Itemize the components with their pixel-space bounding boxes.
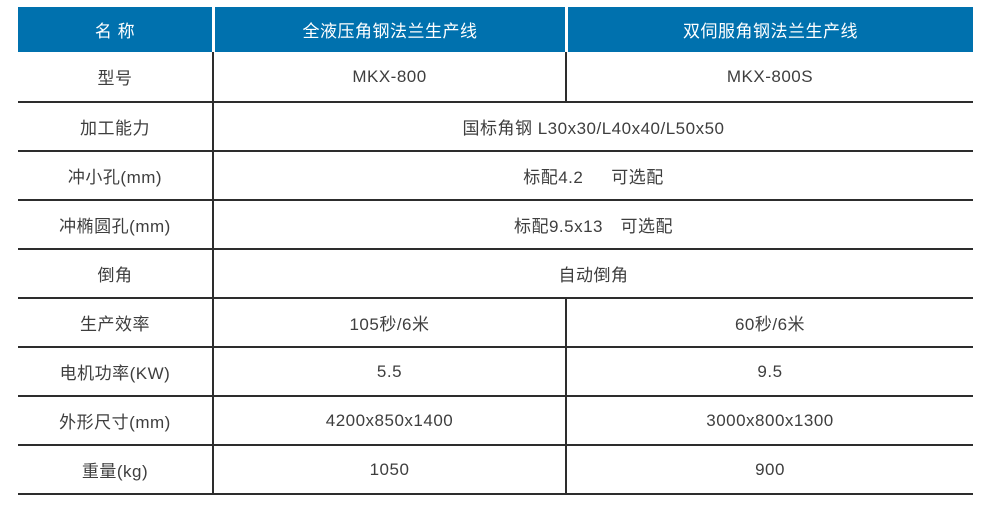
table-row-motor-power: 电机功率(KW) 5.5 9.5 [18,346,973,395]
table-row-chamfer: 倒角 自动倒角 [18,248,973,297]
table-row-dimensions: 外形尺寸(mm) 4200x850x1400 3000x800x1300 [18,395,973,444]
cell-efficiency-product2: 60秒/6米 [565,299,973,346]
table-header-row: 名 称 全液压角钢法兰生产线 双伺服角钢法兰生产线 [18,7,973,52]
table-row-capacity: 加工能力 国标角钢 L30x30/L40x40/L50x50 [18,101,973,150]
header-product1-cell: 全液压角钢法兰生产线 [212,7,565,52]
row-label-motor-power: 电机功率(KW) [59,364,171,383]
cell-oval-hole-span: 标配9.5x13 可选配 [212,201,973,248]
row-label-model: 型号 [97,69,133,88]
cell-model-product1: MKX-800 [212,52,565,101]
cell-dimensions-product1: 4200x850x1400 [212,397,565,444]
cell-weight-product2: 900 [565,446,973,493]
cell-efficiency-product1: 105秒/6米 [212,299,565,346]
row-label-chamfer: 倒角 [97,266,133,285]
row-label-oval-hole: 冲椭圆孔(mm) [59,217,171,236]
header-name-cell: 名 称 [94,22,136,41]
header-product2-cell: 双伺服角钢法兰生产线 [565,7,973,52]
table-row-small-hole: 冲小孔(mm) 标配4.2 可选配 [18,150,973,199]
cell-capacity-span: 国标角钢 L30x30/L40x40/L50x50 [212,103,973,150]
table-row-model: 型号 MKX-800 MKX-800S [18,52,973,101]
cell-weight-product1: 1050 [212,446,565,493]
cell-small-hole-span: 标配4.2 可选配 [212,152,973,199]
table-row-oval-hole: 冲椭圆孔(mm) 标配9.5x13 可选配 [18,199,973,248]
table-row-weight: 重量(kg) 1050 900 [18,444,973,493]
row-label-small-hole: 冲小孔(mm) [67,168,163,187]
spec-table: 名 称 全液压角钢法兰生产线 双伺服角钢法兰生产线 型号 MKX-800 MKX… [18,7,973,495]
row-label-efficiency: 生产效率 [80,315,150,334]
cell-motor-power-product1: 5.5 [212,348,565,395]
row-label-weight: 重量(kg) [81,462,149,481]
cell-dimensions-product2: 3000x800x1300 [565,397,973,444]
cell-chamfer-span: 自动倒角 [212,250,973,297]
table-row-efficiency: 生产效率 105秒/6米 60秒/6米 [18,297,973,346]
cell-motor-power-product2: 9.5 [565,348,973,395]
row-label-dimensions: 外形尺寸(mm) [59,413,171,432]
cell-model-product2: MKX-800S [565,52,973,101]
row-label-capacity: 加工能力 [80,119,150,138]
